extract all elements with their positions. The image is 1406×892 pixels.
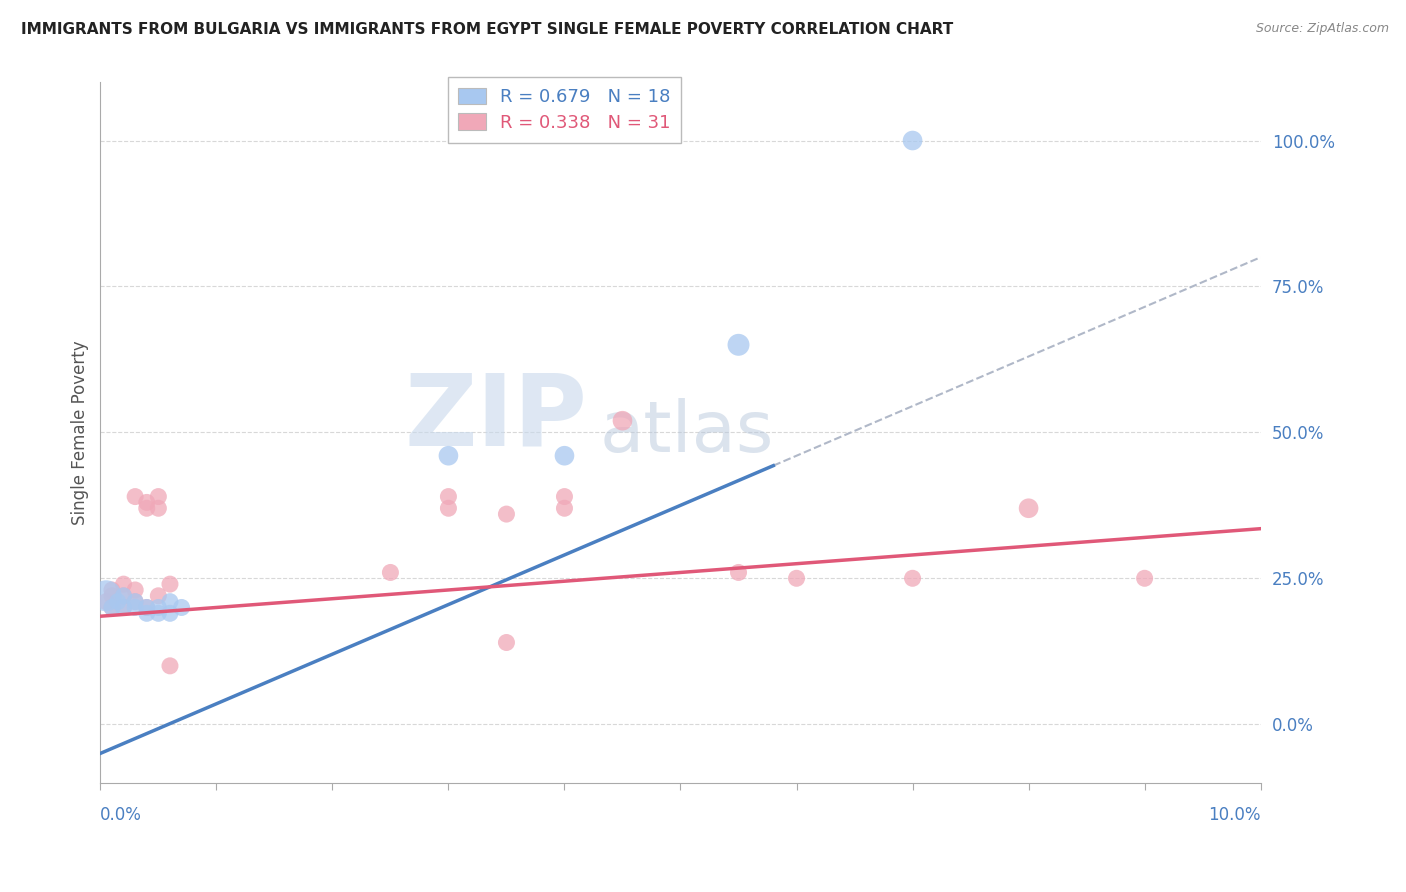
Point xyxy=(101,600,124,615)
Point xyxy=(901,134,924,148)
Point xyxy=(159,658,181,673)
Text: Source: ZipAtlas.com: Source: ZipAtlas.com xyxy=(1256,22,1389,36)
Point xyxy=(901,571,924,585)
Point xyxy=(380,566,402,580)
Point xyxy=(124,490,146,504)
Point xyxy=(135,495,157,509)
Point xyxy=(437,449,460,463)
Point xyxy=(553,449,575,463)
Point xyxy=(495,635,517,649)
Point xyxy=(170,600,193,615)
Point xyxy=(124,582,146,597)
Point xyxy=(101,582,124,597)
Point xyxy=(135,607,157,621)
Text: ZIP: ZIP xyxy=(405,370,588,467)
Point xyxy=(159,577,181,591)
Point xyxy=(101,589,124,603)
Point xyxy=(553,501,575,516)
Point xyxy=(135,600,157,615)
Text: 0.0%: 0.0% xyxy=(100,806,142,824)
Point xyxy=(112,577,135,591)
Point xyxy=(437,490,460,504)
Point xyxy=(112,600,135,615)
Point xyxy=(101,600,124,615)
Point xyxy=(148,607,170,621)
Point xyxy=(112,589,135,603)
Point xyxy=(553,490,575,504)
Point xyxy=(112,589,135,603)
Text: 10.0%: 10.0% xyxy=(1208,806,1261,824)
Point xyxy=(107,594,129,608)
Point xyxy=(148,490,170,504)
Point xyxy=(495,507,517,521)
Legend: R = 0.679   N = 18, R = 0.338   N = 31: R = 0.679 N = 18, R = 0.338 N = 31 xyxy=(447,78,682,143)
Point xyxy=(135,600,157,615)
Point xyxy=(94,594,117,608)
Point xyxy=(159,594,181,608)
Point xyxy=(148,600,170,615)
Point xyxy=(124,594,146,608)
Point xyxy=(148,501,170,516)
Point xyxy=(727,338,749,352)
Point xyxy=(159,607,181,621)
Y-axis label: Single Female Poverty: Single Female Poverty xyxy=(72,340,89,524)
Point xyxy=(124,600,146,615)
Point xyxy=(1018,501,1040,516)
Point xyxy=(1133,571,1156,585)
Point xyxy=(727,566,749,580)
Point xyxy=(786,571,808,585)
Text: atlas: atlas xyxy=(599,398,773,467)
Point xyxy=(94,589,117,603)
Point xyxy=(135,501,157,516)
Point xyxy=(112,600,135,615)
Point xyxy=(124,594,146,608)
Text: IMMIGRANTS FROM BULGARIA VS IMMIGRANTS FROM EGYPT SINGLE FEMALE POVERTY CORRELAT: IMMIGRANTS FROM BULGARIA VS IMMIGRANTS F… xyxy=(21,22,953,37)
Point xyxy=(148,589,170,603)
Point xyxy=(612,414,634,428)
Point xyxy=(437,501,460,516)
